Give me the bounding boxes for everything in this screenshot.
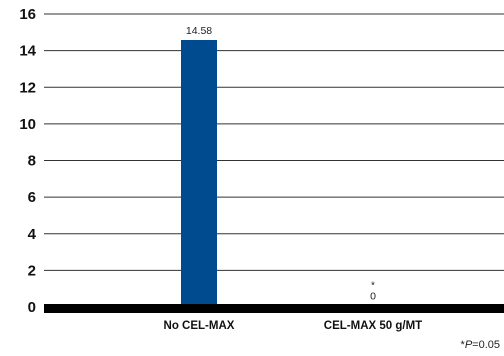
bars (181, 40, 391, 307)
y-tick-label: 6 (28, 189, 36, 206)
y-axis-ticks: 0 2 4 6 8 10 12 14 16 (19, 6, 36, 316)
y-tick-label: 0 (28, 299, 36, 316)
y-tick-label: 2 (28, 262, 36, 279)
y-tick-label: 16 (19, 6, 36, 23)
footnote-p-symbol: P (465, 339, 473, 351)
x-category-label: No CEL-MAX (164, 320, 235, 332)
bar (181, 40, 217, 307)
significance-marker: * (371, 281, 375, 292)
x-category-label: CEL-MAX 50 g/MT (324, 320, 422, 332)
x-axis-baseline (44, 304, 504, 313)
y-tick-label: 10 (19, 116, 36, 133)
y-tick-label: 8 (28, 153, 36, 170)
footnote: *P=0.05 (461, 339, 500, 351)
footnote-p-value: =0.05 (472, 339, 500, 351)
y-tick-label: 14 (19, 43, 36, 60)
gridlines (44, 13, 504, 271)
footnote-star: * (461, 339, 466, 351)
y-tick-label: 12 (19, 79, 36, 96)
data-label: 14.58 (186, 25, 212, 37)
x-axis-categories: No CEL-MAX CEL-MAX 50 g/MT (164, 320, 423, 332)
data-label: 0 (370, 291, 376, 303)
y-tick-label: 4 (28, 226, 37, 243)
data-labels: 14.58 0* (186, 25, 376, 302)
